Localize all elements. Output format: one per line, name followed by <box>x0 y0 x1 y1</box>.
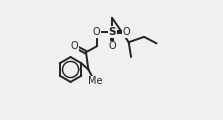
Text: Me: Me <box>88 76 103 86</box>
Text: S: S <box>108 27 116 37</box>
Text: O: O <box>93 27 101 37</box>
Text: O: O <box>71 41 78 51</box>
Text: O: O <box>122 27 130 37</box>
Text: O: O <box>108 41 116 51</box>
